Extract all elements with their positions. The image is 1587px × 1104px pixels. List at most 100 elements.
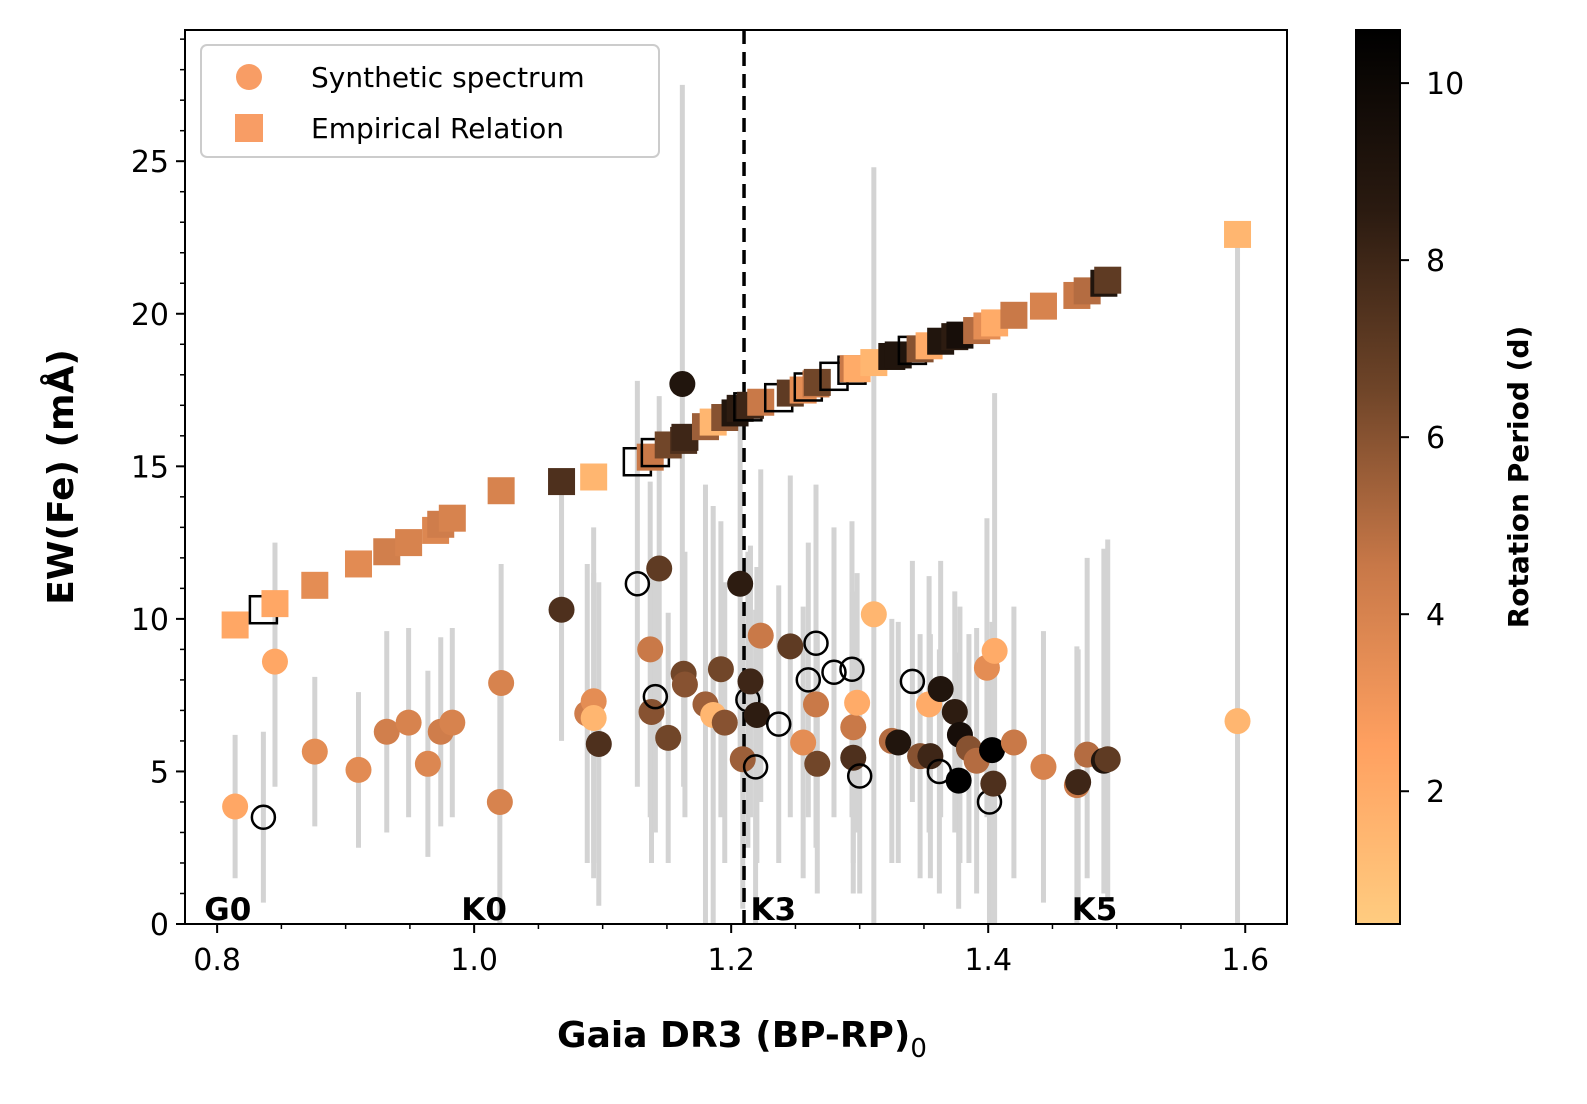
synthetic-point <box>729 746 756 773</box>
synthetic-point <box>646 555 673 582</box>
synthetic-point <box>917 743 944 770</box>
synthetic-point <box>345 756 372 783</box>
colorbar-ticks: 2 4 6 8 10 <box>1400 67 1464 810</box>
synthetic-point <box>373 718 400 745</box>
synthetic-point <box>804 750 831 777</box>
synthetic-point <box>927 676 954 703</box>
colorbar: 2 4 6 8 10 Rotation Period (d) <box>1355 29 1535 925</box>
synthetic-point <box>1000 729 1027 756</box>
x-tick-label: 1.6 <box>1221 943 1269 978</box>
empirical-point <box>301 571 329 599</box>
x-axis-label-main: Gaia DR3 (BP-RP) <box>557 1015 910 1056</box>
colorbar-tick-label: 4 <box>1426 598 1445 633</box>
synthetic-point <box>301 738 328 765</box>
synthetic-point <box>669 370 696 397</box>
synthetic-point <box>839 656 865 682</box>
synthetic-point <box>624 571 651 597</box>
synthetic-point <box>655 724 682 751</box>
empirical-point <box>803 368 831 396</box>
synthetic-point <box>844 689 871 716</box>
spectral-type-k0: K0 <box>461 892 507 928</box>
empirical-point <box>1224 220 1252 248</box>
synthetic-point <box>488 669 515 696</box>
synthetic-point <box>803 630 829 657</box>
synthetic-spectrum-series <box>222 370 1251 830</box>
x-tick-label: 1.0 <box>450 943 498 978</box>
synthetic-point <box>885 729 912 756</box>
colorbar-gradient <box>1355 29 1401 925</box>
colorbar-label: Rotation Period (d) <box>1502 326 1535 629</box>
synthetic-point <box>790 729 817 756</box>
synthetic-point <box>727 570 754 597</box>
legend-box <box>200 44 660 158</box>
empirical-point <box>487 477 515 505</box>
empirical-point <box>438 504 466 532</box>
synthetic-point <box>899 668 926 695</box>
synthetic-point <box>638 698 665 725</box>
synthetic-point <box>671 671 698 698</box>
y-axis: 0 5 10 15 20 25 <box>131 38 185 943</box>
colorbar-tick-label: 2 <box>1426 775 1445 810</box>
synthetic-point <box>637 636 664 663</box>
synthetic-point <box>979 737 1006 764</box>
synthetic-point <box>802 691 829 718</box>
synthetic-point <box>486 788 513 815</box>
x-axis-label-subscript: 0 <box>910 1034 927 1064</box>
synthetic-point <box>821 659 847 686</box>
spectral-type-k3: K3 <box>750 892 796 928</box>
legend-label-empirical: Empirical Relation <box>311 112 564 145</box>
synthetic-point <box>737 668 764 695</box>
empirical-point <box>1000 301 1028 329</box>
empirical-point <box>221 611 249 639</box>
spectral-type-labels: G0 K0 K3 K5 <box>204 892 1117 928</box>
synthetic-point <box>747 622 774 649</box>
synthetic-point <box>585 730 612 757</box>
legend-label-synthetic: Synthetic spectrum <box>311 61 585 94</box>
empirical-point <box>1029 292 1057 320</box>
synthetic-point <box>945 767 972 794</box>
y-tick-label: 25 <box>131 145 169 180</box>
synthetic-point <box>222 793 249 820</box>
synthetic-point <box>642 683 669 710</box>
y-tick-label: 20 <box>131 298 169 333</box>
empirical-relation-series <box>221 220 1252 639</box>
x-tick-label: 1.4 <box>964 943 1012 978</box>
synthetic-point <box>860 601 887 628</box>
synthetic-point <box>1224 708 1251 735</box>
x-axis-label: Gaia DR3 (BP-RP)0 <box>557 1015 927 1064</box>
synthetic-point <box>981 637 1008 664</box>
y-tick-label: 10 <box>131 603 169 638</box>
x-tick-label: 0.8 <box>193 943 241 978</box>
synthetic-point <box>941 698 968 725</box>
colorbar-tick-label: 8 <box>1426 244 1445 279</box>
spectral-type-g0: G0 <box>204 892 251 928</box>
synthetic-point <box>395 709 422 736</box>
synthetic-point <box>250 804 277 830</box>
x-axis: 0.8 1.0 1.2 1.4 1.6 <box>193 924 1269 978</box>
plot-frame <box>184 29 1288 925</box>
synthetic-point <box>777 633 804 660</box>
legend-square-marker <box>235 114 263 142</box>
synthetic-point <box>1065 769 1092 796</box>
y-tick-label: 5 <box>150 755 169 790</box>
empirical-point <box>548 468 576 496</box>
y-tick-label: 15 <box>131 450 169 485</box>
synthetic-point <box>840 714 867 741</box>
error-bars <box>232 84 1241 924</box>
synthetic-point <box>711 709 738 736</box>
synthetic-point <box>414 750 441 777</box>
synthetic-point <box>548 596 575 623</box>
synthetic-point <box>580 705 607 732</box>
synthetic-point <box>980 770 1007 797</box>
empirical-point <box>261 590 289 618</box>
synthetic-point <box>742 754 769 780</box>
y-tick-label: 0 <box>150 908 169 943</box>
synthetic-point <box>1094 746 1121 773</box>
legend: Synthetic spectrum Empirical Relation <box>200 44 660 158</box>
empirical-point <box>580 463 608 491</box>
synthetic-point <box>765 711 792 737</box>
legend-circle-marker <box>236 64 262 90</box>
synthetic-point <box>707 656 734 683</box>
y-axis-label: EW(Fe) (mÅ) <box>40 349 82 605</box>
